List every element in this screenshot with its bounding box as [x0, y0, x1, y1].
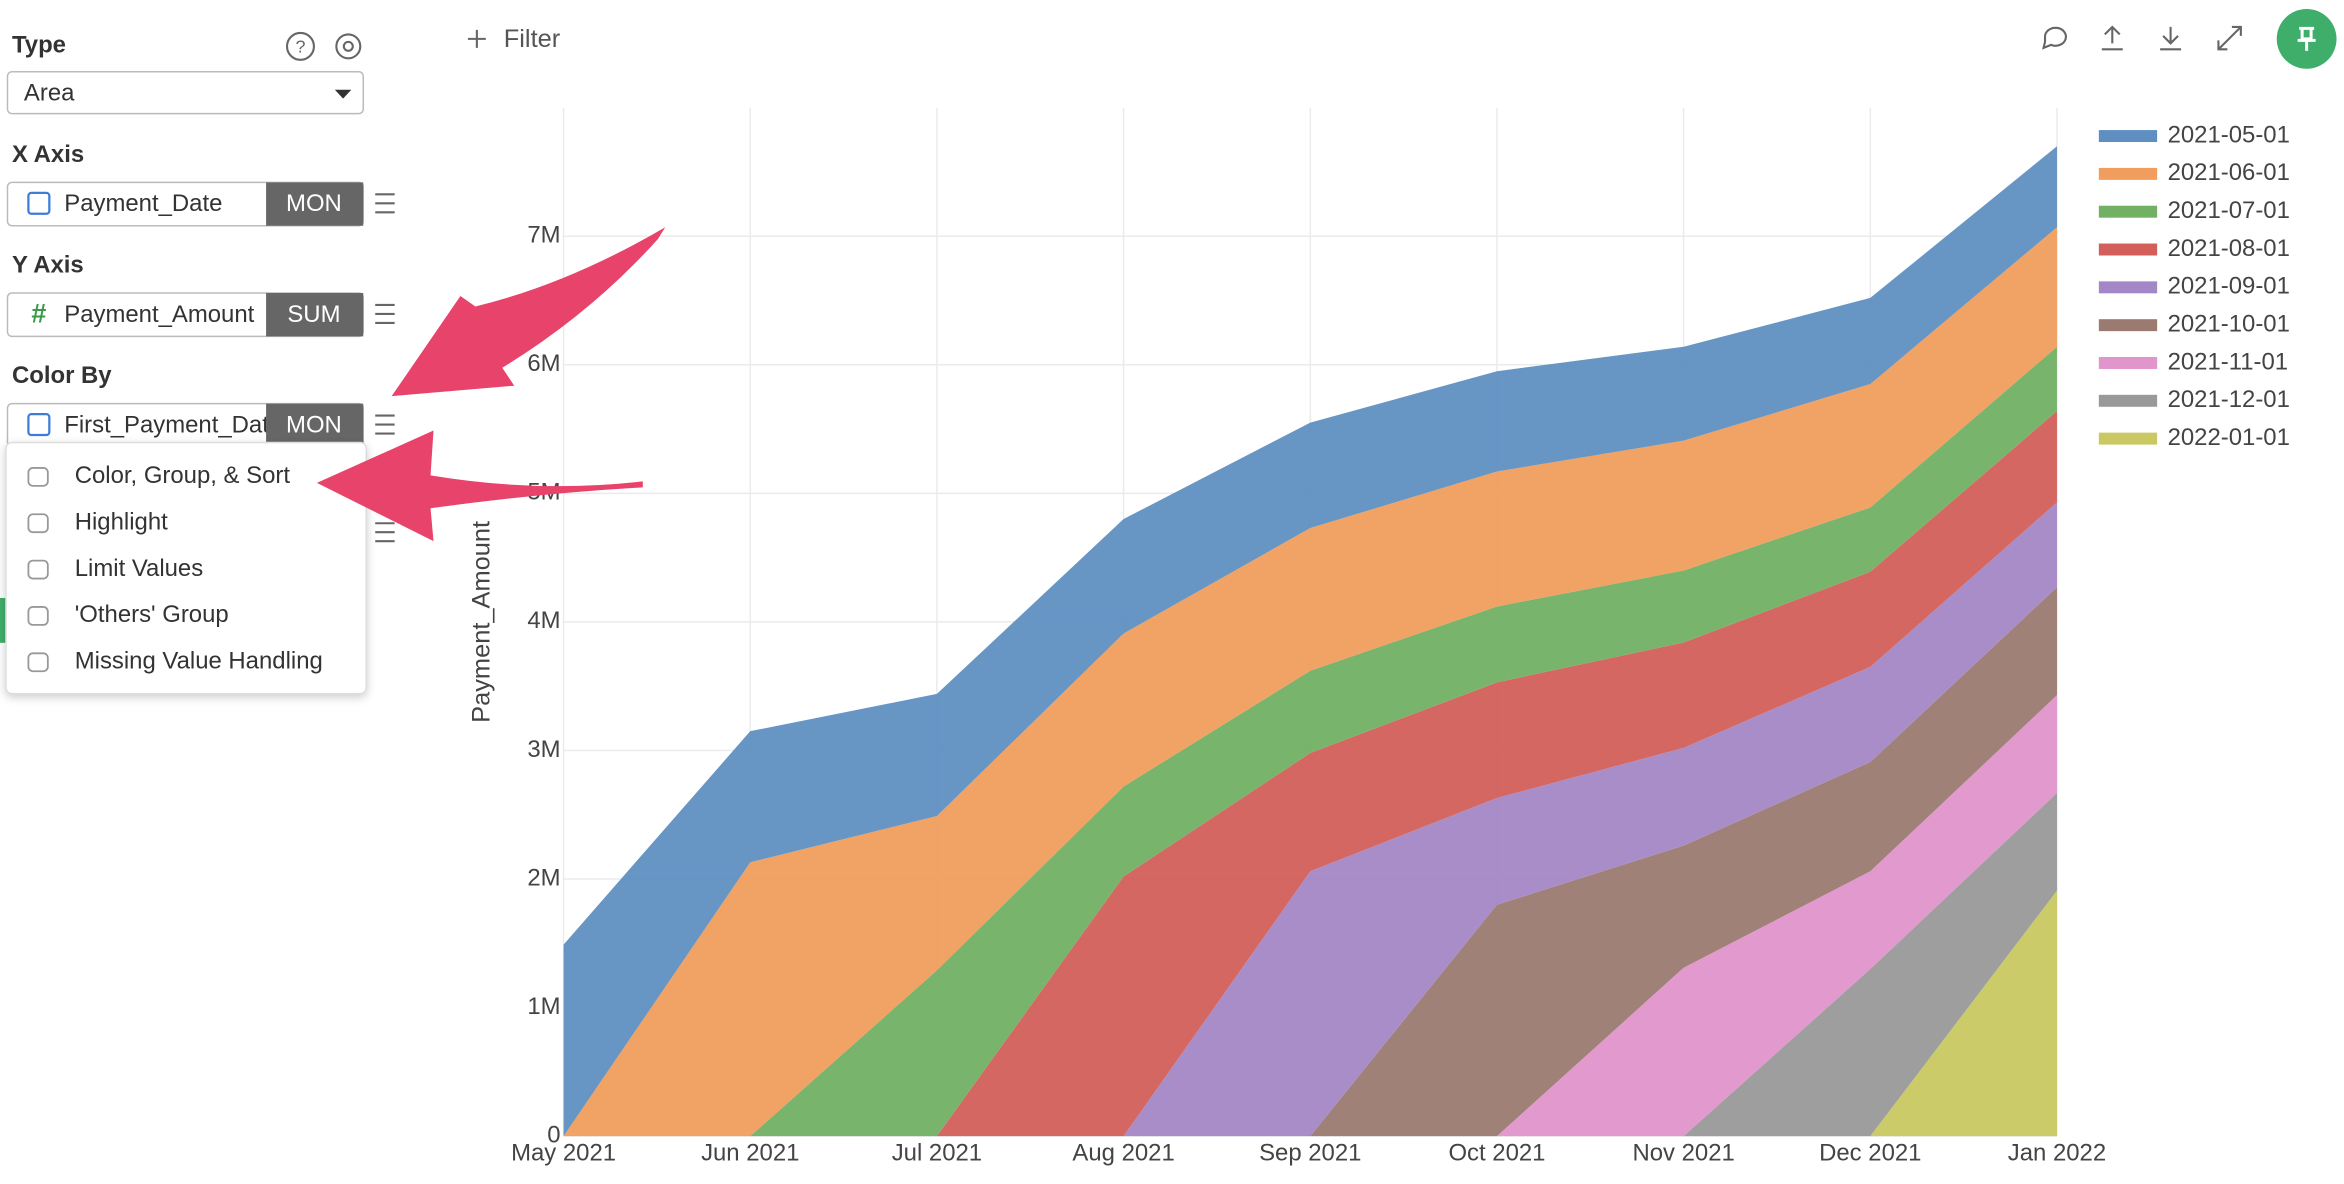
legend-swatch[interactable]	[2098, 357, 2158, 369]
x-tick-label: Nov 2021	[1632, 1139, 1734, 1166]
legend-swatch[interactable]	[2098, 167, 2158, 180]
menu-item[interactable]: Color, Group, & Sort	[75, 462, 291, 489]
legend-label[interactable]: 2021-10-01	[2168, 310, 2290, 337]
area	[563, 411, 2057, 1137]
menu-item[interactable]: Limit Values	[75, 555, 203, 582]
color-agg-label: MON	[286, 411, 342, 438]
caret	[334, 89, 352, 99]
area	[563, 227, 2057, 1137]
x-tick-label: Dec 2021	[1819, 1139, 1921, 1166]
y-tick-label: 2M	[527, 864, 560, 891]
upload-icon[interactable]	[2101, 25, 2123, 51]
menu-items: Color, Group, & Sort Highlight Limit Value…	[27, 462, 323, 675]
area	[563, 587, 2057, 1137]
area	[563, 890, 2057, 1137]
x-tick-label: Jun 2021	[701, 1139, 799, 1166]
side-tab	[0, 597, 6, 643]
legend-label[interactable]: 2021-05-01	[2168, 121, 2290, 148]
annotation-arrow	[391, 227, 666, 397]
context-menu	[5, 441, 367, 695]
legend-label[interactable]: 2021-07-01	[2168, 197, 2290, 224]
x-tick-label: Aug 2021	[1072, 1139, 1174, 1166]
x-tick-label: Jan 2022	[2008, 1139, 2106, 1166]
comment-icon[interactable]	[2042, 26, 2067, 50]
y-tick-label: 4M	[527, 607, 560, 634]
y-tick-label: 0	[547, 1121, 560, 1148]
y-agg-label: SUM	[287, 301, 340, 328]
menu-icon	[27, 652, 49, 673]
help-mark: ?	[295, 37, 305, 57]
legend-swatch[interactable]	[2098, 394, 2158, 407]
annotation-arrow	[316, 430, 643, 542]
download-icon[interactable]	[2160, 26, 2182, 51]
drag-handle[interactable]	[375, 522, 395, 543]
pin-icon	[2297, 26, 2316, 51]
legend-swatch[interactable]	[2098, 319, 2158, 332]
menu-icon	[27, 559, 49, 580]
x-tick-label: Sep 2021	[1259, 1139, 1361, 1166]
legend-swatch[interactable]	[2098, 243, 2158, 256]
y-field-name: Payment_Amount	[64, 301, 254, 328]
legend-swatch[interactable]	[2098, 281, 2158, 294]
y-tick-label: 3M	[527, 736, 560, 763]
menu-item[interactable]: 'Others' Group	[75, 601, 229, 628]
type-select[interactable]	[6, 71, 365, 115]
drag-handle[interactable]	[375, 414, 395, 435]
drag-handle[interactable]	[375, 303, 395, 324]
y-tick-label: 6M	[527, 350, 560, 377]
calendar-icon	[27, 412, 51, 437]
x-tick-label: May 2021	[511, 1139, 616, 1166]
type-value: Area	[24, 80, 75, 107]
x-field-name: Payment_Date	[64, 190, 222, 217]
menu-icon	[27, 467, 49, 487]
legend-swatch[interactable]	[2098, 432, 2158, 445]
menu-icon	[27, 513, 49, 534]
legend-label[interactable]: 2021-09-01	[2168, 273, 2290, 300]
x-tick-label: Oct 2021	[1448, 1139, 1545, 1166]
menu-item[interactable]: Missing Value Handling	[75, 648, 323, 675]
plus-icon	[467, 29, 486, 48]
x-agg-label: MON	[286, 190, 342, 217]
sidebar: Type ? Area X Axis Payment_Date MON Y Ax…	[0, 31, 395, 695]
x-tick-label: Jul 2021	[892, 1139, 982, 1166]
legend-label[interactable]: 2021-12-01	[2168, 386, 2290, 413]
color-by-label: Color By	[12, 362, 112, 389]
y-axis-title: Payment_Amount	[468, 521, 496, 723]
area	[563, 502, 2057, 1137]
settings-icon[interactable]	[335, 33, 362, 60]
y-agg[interactable]	[266, 293, 364, 337]
x-axis-label: X Axis	[12, 141, 84, 168]
legend-swatch[interactable]	[2098, 130, 2158, 143]
area	[563, 346, 2057, 1137]
area	[563, 146, 2057, 1137]
filter-button[interactable]: Filter	[467, 25, 561, 53]
y-tick-label: 1M	[527, 993, 560, 1020]
color-field-name: First_Payment_Dat	[64, 411, 269, 438]
y-axis-label: Y Axis	[12, 251, 84, 278]
menu-icon	[27, 606, 49, 626]
number-icon: #	[31, 299, 46, 329]
calendar-icon	[27, 191, 51, 215]
color-agg[interactable]	[266, 403, 364, 447]
expand-icon[interactable]	[2217, 25, 2242, 51]
legend-label[interactable]: 2021-11-01	[2168, 348, 2289, 375]
menu-item[interactable]: Highlight	[75, 509, 168, 536]
help-icon[interactable]	[285, 31, 315, 61]
y-tick-label: 7M	[527, 222, 560, 249]
area	[563, 695, 2057, 1137]
settings-icon-center	[342, 40, 354, 52]
filter-label[interactable]: Filter	[504, 25, 561, 53]
legend-swatch[interactable]	[2098, 205, 2158, 218]
type-label: Type	[12, 32, 66, 59]
drag-handle[interactable]	[375, 193, 395, 214]
legend-label[interactable]: 2022-01-01	[2168, 424, 2290, 451]
legend-label[interactable]: 2021-06-01	[2168, 159, 2290, 186]
x-agg[interactable]	[266, 182, 364, 226]
legend-label[interactable]: 2021-08-01	[2168, 235, 2290, 262]
